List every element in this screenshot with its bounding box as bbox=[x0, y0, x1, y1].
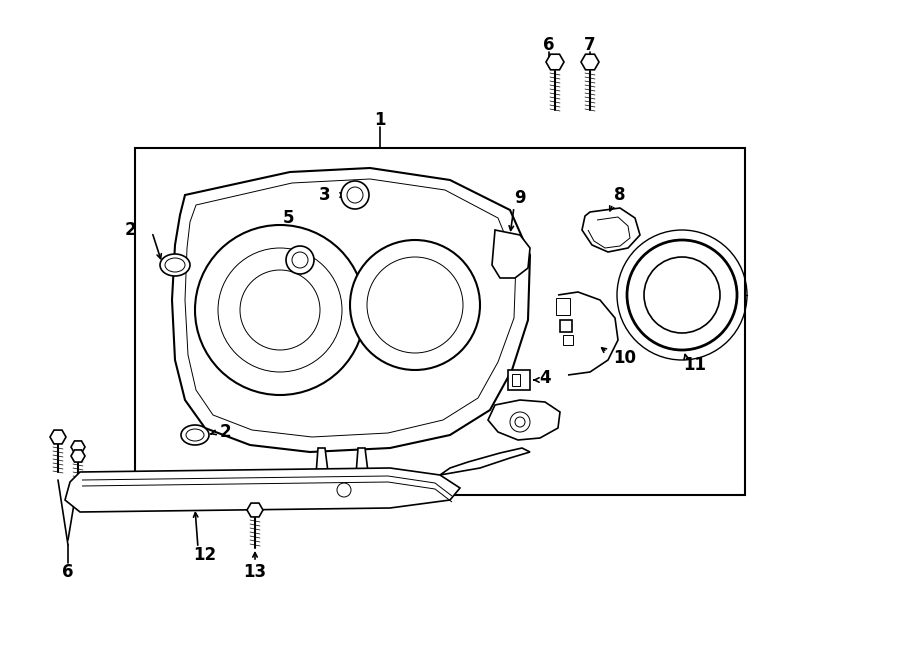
Polygon shape bbox=[355, 448, 370, 495]
Polygon shape bbox=[247, 503, 263, 517]
Circle shape bbox=[286, 246, 314, 274]
Text: 6: 6 bbox=[62, 563, 74, 581]
Text: 2: 2 bbox=[124, 221, 136, 239]
Polygon shape bbox=[172, 168, 530, 452]
Text: 10: 10 bbox=[614, 349, 636, 367]
Text: 3: 3 bbox=[320, 186, 331, 204]
Circle shape bbox=[627, 240, 737, 350]
Polygon shape bbox=[508, 370, 530, 390]
Polygon shape bbox=[488, 400, 560, 440]
Text: 2: 2 bbox=[220, 423, 230, 441]
Polygon shape bbox=[65, 468, 460, 512]
Polygon shape bbox=[50, 430, 66, 444]
Polygon shape bbox=[560, 320, 572, 332]
Text: 6: 6 bbox=[544, 36, 554, 54]
Text: 4: 4 bbox=[539, 369, 551, 387]
Text: 5: 5 bbox=[283, 209, 293, 227]
Text: 1: 1 bbox=[374, 111, 386, 129]
Text: 11: 11 bbox=[683, 356, 706, 374]
Polygon shape bbox=[582, 208, 640, 252]
Text: 9: 9 bbox=[514, 189, 526, 207]
Bar bbox=[135, 148, 745, 495]
Ellipse shape bbox=[181, 425, 209, 445]
Ellipse shape bbox=[160, 254, 190, 276]
Polygon shape bbox=[440, 448, 530, 475]
Circle shape bbox=[195, 225, 365, 395]
Text: 7: 7 bbox=[584, 36, 596, 54]
Polygon shape bbox=[581, 54, 599, 70]
Polygon shape bbox=[546, 54, 564, 70]
Circle shape bbox=[341, 181, 369, 209]
Polygon shape bbox=[71, 441, 85, 453]
Text: 13: 13 bbox=[243, 563, 266, 581]
Polygon shape bbox=[492, 230, 530, 278]
Text: 8: 8 bbox=[614, 186, 626, 204]
Circle shape bbox=[350, 240, 480, 370]
Text: 12: 12 bbox=[194, 546, 217, 564]
Polygon shape bbox=[71, 450, 85, 462]
Polygon shape bbox=[556, 298, 570, 315]
Polygon shape bbox=[315, 448, 330, 495]
